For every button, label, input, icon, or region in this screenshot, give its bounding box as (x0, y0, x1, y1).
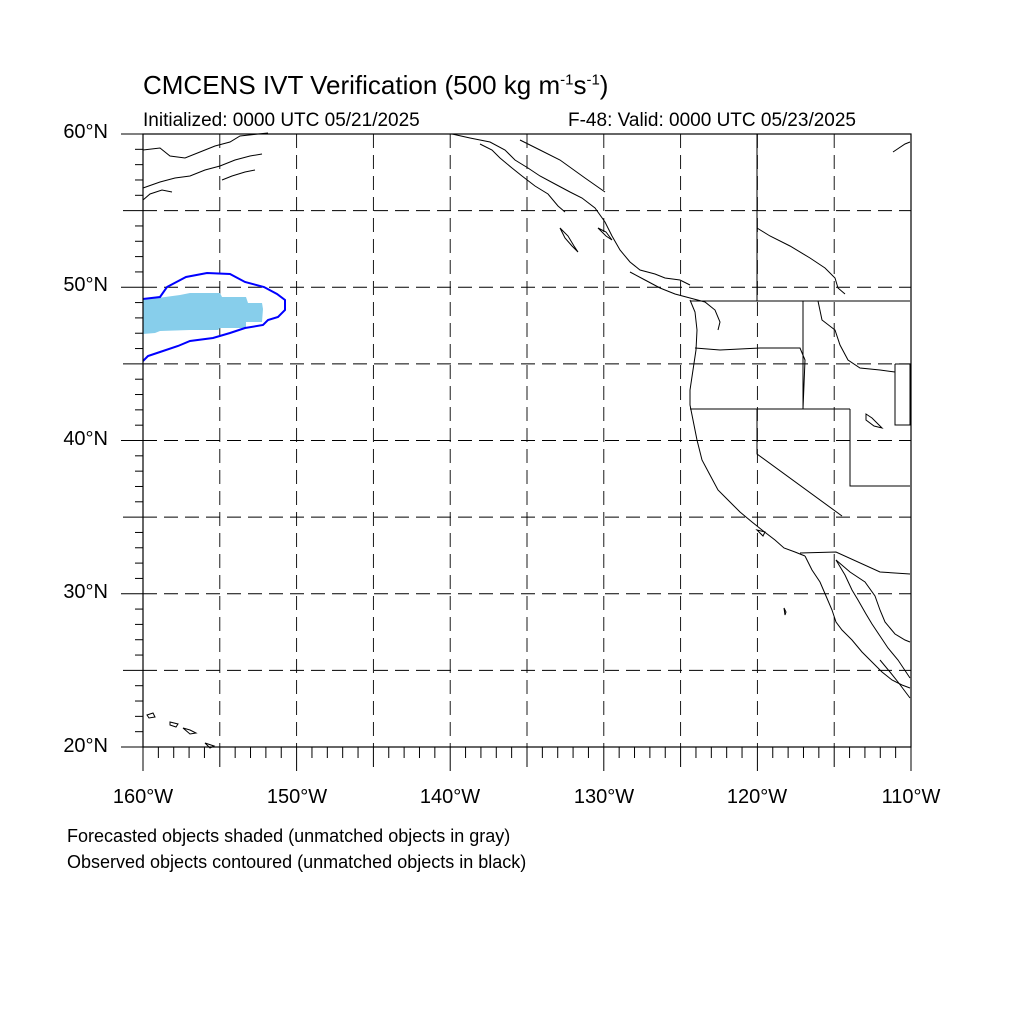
lon-label-140w: 140°W (419, 786, 481, 808)
lon-label-120w: 120°W (726, 786, 788, 808)
observed-object-contour (142, 271, 286, 362)
axis-ticks (121, 133, 912, 771)
map-title: CMCENS IVT Verification (500 kg m-1s-1) (143, 70, 609, 100)
init-time-label: Initialized: 0000 UTC 05/21/2025 (143, 110, 420, 131)
valid-time-label: F-48: Valid: 0000 UTC 05/23/2025 (568, 110, 856, 131)
grid-lines (143, 134, 911, 747)
map-frame (142, 133, 912, 748)
lon-label-160w: 160°W (112, 786, 174, 808)
lat-label-40: 40°N (63, 428, 108, 450)
lon-label-130w: 130°W (573, 786, 635, 808)
lat-label-60: 60°N (63, 121, 108, 143)
lon-label-150w: 150°W (266, 786, 328, 808)
lat-label-30: 30°N (63, 581, 108, 603)
lat-label-20: 20°N (63, 735, 108, 757)
legend-forecast-text: Forecasted objects shaded (unmatched obj… (67, 826, 511, 846)
legend-observed-text: Observed objects contoured (unmatched ob… (67, 852, 527, 872)
coastlines (142, 132, 911, 749)
lat-label-50: 50°N (63, 274, 108, 296)
lon-label-110w: 110°W (881, 786, 941, 808)
forecast-object-shaded (143, 293, 263, 334)
